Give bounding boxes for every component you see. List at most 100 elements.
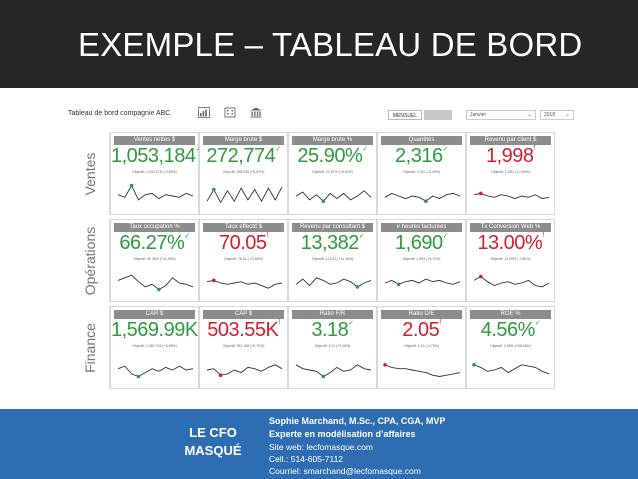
kpi-value-row: 13,382✓ [289, 232, 376, 255]
ytd-button[interactable] [424, 110, 452, 120]
kpi-card[interactable]: Quantités 2,316✓ Objectif: 2,327 (-0.49%) [377, 132, 466, 215]
kpi-value-row: 13.00%! [467, 232, 554, 255]
kpi-value-row: 3.18✓ [289, 319, 376, 342]
kpi-card[interactable]: CAP $503.55K! Objectif: 352,186 (+6.79%) [199, 306, 288, 389]
check-icon: ✓ [442, 233, 449, 240]
sparkline-point [321, 374, 326, 379]
kpi-objective: Objectif: 14.05% (-7.50%) [490, 257, 531, 261]
sparkline-chart [473, 191, 550, 200]
sparkline-line [295, 364, 372, 378]
slide-title: EXEMPLE – TABLEAU DE BORD [78, 26, 583, 63]
kpi-objective: Objectif: 258,235 (+5.63%) [222, 170, 265, 174]
sparkline-point [355, 285, 360, 289]
kpi-value: 4.56% [480, 319, 536, 341]
kpi-card[interactable]: CAR $1,569.99K✓ Objectif: 1,482,706 (+5.8… [110, 306, 204, 389]
month-select[interactable]: Janvier ⌄ [466, 110, 536, 120]
sparkline-point [212, 187, 216, 192]
sparkline-point [321, 199, 326, 203]
kpi-card[interactable]: Marge brute $272,774✓ Objectif: 258,235 (… [199, 132, 288, 215]
sparkline-point [157, 287, 161, 292]
kpi-header: Revenu par client $ [470, 136, 551, 145]
kpi-header: CAR $ [114, 310, 195, 319]
kpi-card[interactable]: # heures facturées 1,690✓ Objectif: 1,599 … [377, 219, 466, 302]
kpi-value-row: 503.55K! [200, 319, 287, 342]
kpi-card[interactable]: Ratio F/R 3.18✓ Objectif: 3.11 (+2.26%) [288, 306, 377, 389]
check-icon: ✓ [348, 320, 354, 327]
kpi-value-row: 4.56%✓ [467, 319, 554, 342]
sparkline-chart [117, 365, 194, 379]
kpi-value-row: 272,774✓ [200, 145, 287, 168]
sparkline-chart [383, 363, 461, 377]
kpi-value-row: 2.05! [378, 319, 465, 342]
kpi-objective: Objectif: 1,599 (+5.70%) [402, 257, 441, 261]
kpi-card[interactable]: Ventes nettes $1,053,184✓ Objectif: 1,044… [110, 132, 201, 215]
kpi-card[interactable]: Marge brute % 25.90%✓ Objectif: 23.87% (+8… [288, 132, 377, 215]
kpi-card[interactable]: Tx Conversion Web % 13.00%! Objectif: 14.0… [466, 219, 555, 302]
kpi-objective: Objectif: 3.11 (+2.26%) [314, 344, 351, 348]
sparkline-line [384, 278, 461, 285]
sparkline-point [396, 282, 401, 287]
sparkline-point [472, 363, 476, 367]
kpi-objective: Objectif: 2,280 (-12.64%) [491, 170, 530, 174]
sparkline-line [384, 192, 461, 202]
kpi-value: 1,998 [485, 145, 534, 167]
check-icon: ✓ [442, 146, 449, 153]
kpi-objective: Objectif: 1,482,706 (+5.89%) [132, 344, 177, 348]
kpi-header: Revenu par consultant $ [292, 223, 373, 232]
chevron-down-icon: ⌄ [564, 112, 570, 118]
kpi-card[interactable]: ROE % 4.56%✓ Objectif: 2.88% (+58.68%) [466, 306, 555, 389]
year-select[interactable]: 2018 ⌄ [540, 110, 574, 120]
cfo-logo: LE CFO MASQUÉ [176, 424, 250, 468]
kpi-header: Marge brute % [292, 136, 373, 145]
kpi-value-row: 70.05! [200, 232, 287, 255]
kpi-value-row: 2,316✓ [378, 145, 465, 168]
check-icon: ✓ [275, 146, 281, 153]
kpi-value-row: 66.27%✓ [111, 232, 198, 255]
alert-icon: ! [542, 232, 544, 239]
kpi-value-row: 1,998! [467, 145, 554, 168]
sparkline-line [473, 192, 550, 200]
website-link[interactable]: Site web: lecfomasque.com [269, 442, 373, 452]
kpi-value-row: 25.90%✓ [289, 145, 376, 168]
kpi-card[interactable]: Taux occupation % 66.27%✓ Objectif: 59.36%… [110, 219, 199, 302]
bank-icon[interactable] [250, 107, 262, 118]
sparkline-chart [117, 274, 194, 292]
monthly-button[interactable]: MENSUEL [388, 110, 422, 120]
kpi-header: Tx Conversion Web % [470, 223, 551, 232]
sparkline-line [473, 275, 550, 288]
kpi-value: 3.18 [311, 319, 349, 341]
sparkline-chart [206, 186, 283, 204]
bar-chart-icon[interactable] [198, 107, 210, 118]
kpi-card[interactable]: Revenu par consultant $13,382✓ Objectif: … [288, 219, 377, 302]
sparkline-line [384, 364, 461, 377]
kpi-objective: Objectif: 59.36% (+11.59%) [133, 257, 176, 261]
alert-icon: ! [533, 145, 536, 152]
sparkline-chart [295, 364, 372, 379]
sparkline-point [212, 278, 216, 283]
kpi-objective: Objectif: 23.87% (+8.52%) [312, 170, 353, 174]
sparkline-chart [295, 190, 372, 203]
kpi-objective: Objectif: 78.54 (-10.80%) [224, 257, 263, 261]
month-select-value: Janvier [470, 112, 487, 118]
kpi-objective: Objectif: 2,327 (-0.49%) [403, 170, 440, 174]
logo-line-1: LE CFO [189, 425, 237, 440]
sparkline-line [473, 364, 550, 375]
kpi-card[interactable]: Ratio D/E 2.05! Objectif: 2.14 (-4.73%) [377, 306, 466, 389]
sparkline-point [136, 374, 141, 379]
section-label-text: Opérations [81, 226, 98, 295]
kpi-header: CAP $ [203, 310, 284, 319]
kpi-header: Taux effectif $ [203, 223, 284, 232]
building-icon[interactable] [224, 107, 236, 118]
kpi-value: 2.05 [402, 319, 440, 341]
kpi-card[interactable]: Taux effectif $70.05! Objectif: 78.54 (-1… [199, 219, 288, 302]
email-link[interactable]: Courriel: smarchand@lecfomasque.com [269, 466, 421, 476]
kpi-card[interactable]: Revenu par client $1,998! Objectif: 2,280… [466, 132, 555, 215]
kpi-value-row: 1,569.99K✓ [111, 319, 204, 342]
kpi-objective: Objectif: 2.14 (-4.73%) [403, 344, 439, 348]
sparkline-line [295, 277, 372, 288]
kpi-header: Ventes nettes $ [114, 136, 195, 145]
sparkline-point [129, 183, 134, 188]
sparkline-line [117, 365, 194, 377]
kpi-value-row: 1,053,184✓ [111, 145, 201, 168]
kpi-value: 70.05 [218, 232, 267, 254]
